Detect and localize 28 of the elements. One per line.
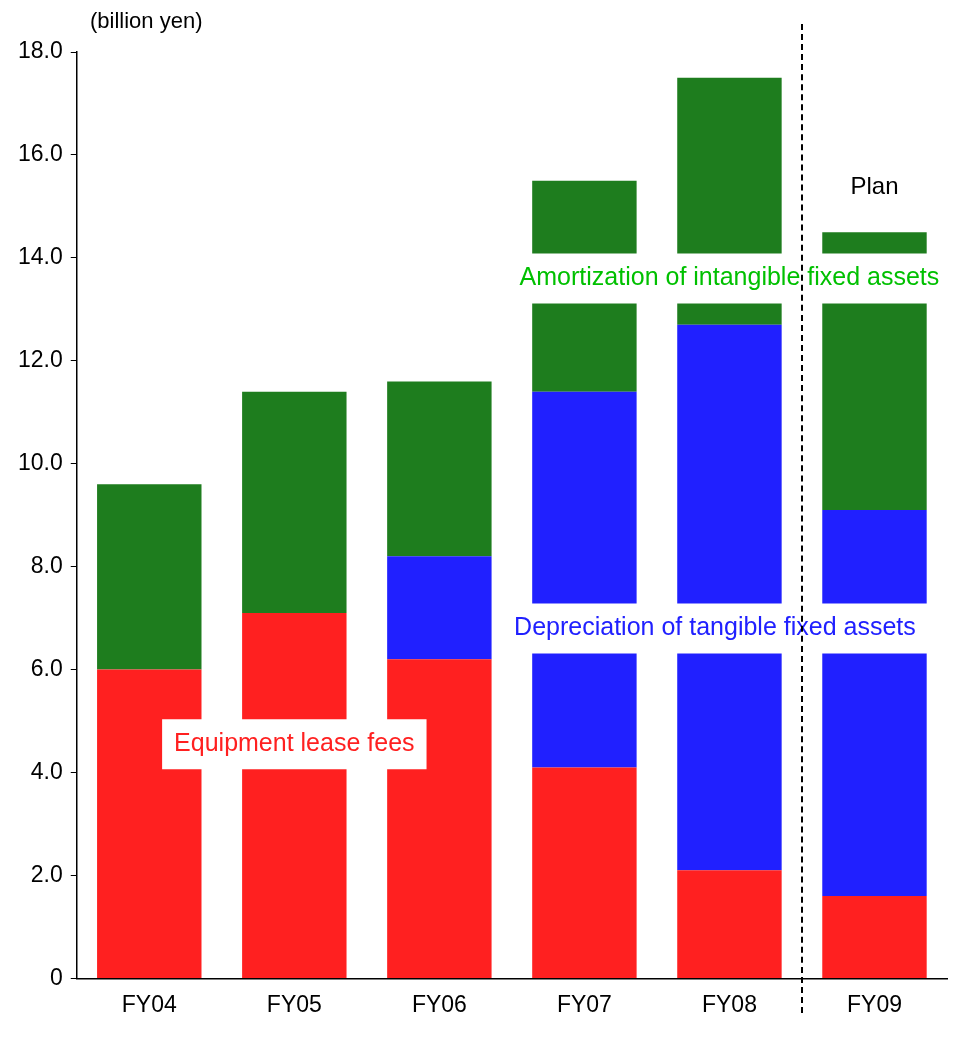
y-tick-label: 18.0 [18, 37, 63, 64]
bar [387, 556, 492, 660]
series-label: Depreciation of tangible fixed assets [514, 612, 916, 641]
bar [97, 484, 202, 670]
x-tick-label: FY04 [121, 990, 177, 1017]
y-tick-label: 2.0 [30, 860, 63, 887]
x-tick-label: FY07 [556, 990, 612, 1017]
series-label: Equipment lease fees [174, 728, 415, 757]
y-tick-label: 6.0 [30, 654, 63, 681]
bar [532, 767, 637, 978]
y-tick-label: 12.0 [18, 346, 63, 373]
x-tick-label: FY06 [411, 990, 467, 1017]
series-label: Amortization of intangible fixed assets [519, 262, 940, 291]
bar [242, 391, 347, 613]
y-tick-label: 16.0 [18, 140, 63, 167]
y-tick-label: 8.0 [30, 552, 63, 579]
annotation: Plan [850, 171, 899, 199]
bar [387, 381, 492, 557]
x-tick-label: FY05 [266, 990, 322, 1017]
bar [677, 870, 782, 978]
x-tick-label: FY08 [701, 990, 757, 1017]
y-tick-label: 14.0 [18, 243, 63, 270]
y-tick-label: 4.0 [30, 757, 63, 784]
x-tick-label: FY09 [846, 990, 902, 1017]
bar [822, 896, 927, 978]
y-axis-title: (billion yen) [90, 8, 203, 34]
y-tick-label: 10.0 [18, 449, 63, 476]
y-tick-label: 0 [49, 963, 63, 990]
